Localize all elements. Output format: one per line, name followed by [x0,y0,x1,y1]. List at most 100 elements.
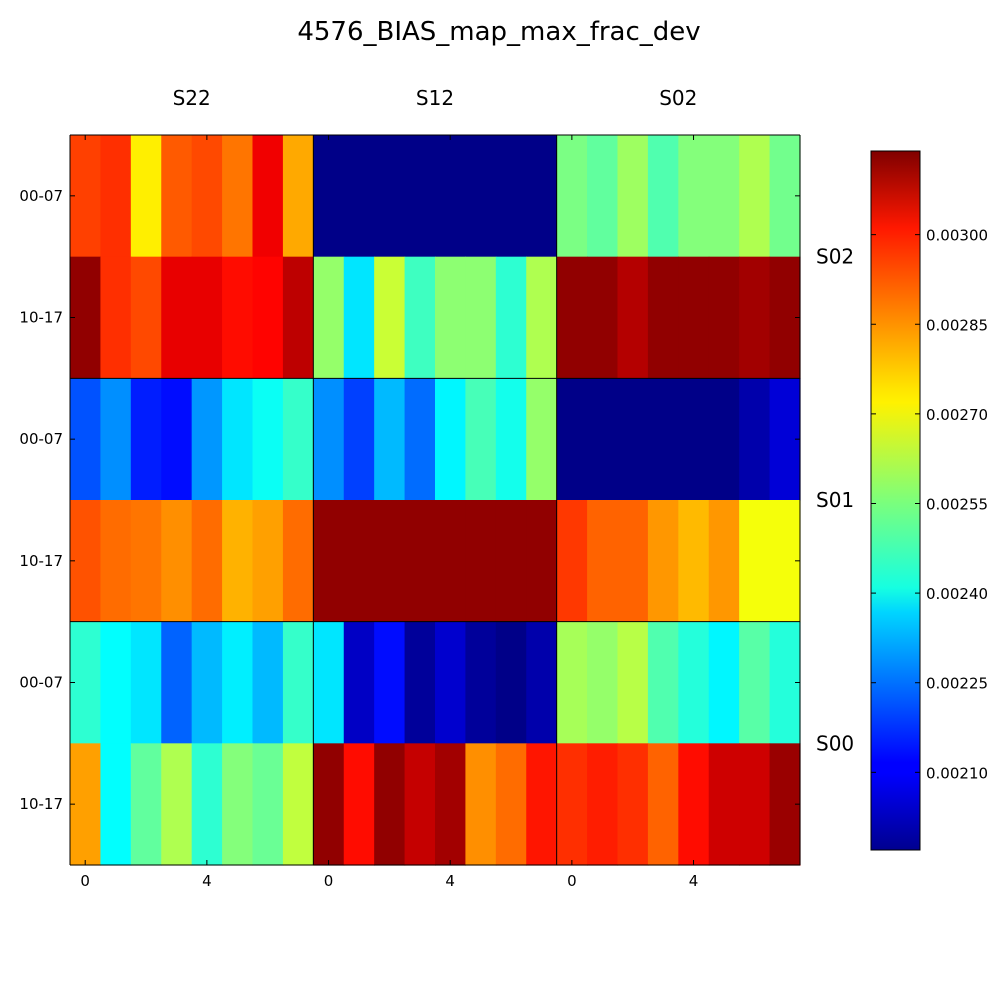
heatmap-cell [647,743,679,866]
column-label-s02: S02 [659,86,697,110]
heatmap-cell [465,500,497,623]
colorbar-gradient [870,150,921,851]
heatmap-cell [343,500,375,623]
heatmap-cell [282,256,314,379]
heatmap-cell [100,621,132,744]
heatmap-cell [404,500,436,623]
heatmap-cell [465,743,497,866]
heatmap-cell [130,256,162,379]
heatmap-cell [70,743,102,866]
heatmap-cell [130,500,162,623]
heatmap-cell [526,378,558,501]
heatmap-cell [404,256,436,379]
heatmap-cell [647,135,679,258]
heatmap-cell [252,743,284,866]
heatmap-cell [100,256,132,379]
heatmap-cell [252,256,284,379]
heatmap-cell [556,500,588,623]
heatmap-cell [617,256,649,379]
column-label-s12: S12 [416,86,454,110]
heatmap-cell [70,500,102,623]
heatmap-cell [374,500,406,623]
heatmap-cell [495,135,527,258]
heatmap-cell [191,378,223,501]
heatmap-cell [343,743,375,866]
heatmap-cell [313,135,345,258]
heatmap-cell [587,378,619,501]
heatmap-cell [617,378,649,501]
heatmap-cell [374,256,406,379]
heatmap-cell [191,743,223,866]
heatmap-cell [678,135,710,258]
heatmap-cell [222,500,254,623]
heatmap-cell [404,743,436,866]
heatmap-cell [161,500,193,623]
heatmap-cell [100,743,132,866]
heatmap-cell [617,135,649,258]
heatmap-cell [374,135,406,258]
y-tick-label: 10-17 [19,308,63,326]
heatmap-cell [708,621,740,744]
heatmap-cell [526,621,558,744]
heatmap-cell [739,621,771,744]
x-tick-label: 0 [80,872,90,890]
heatmap-cell [70,256,102,379]
heatmap-cell [130,743,162,866]
column-labels: S22 S12 S02 [173,86,698,110]
colorbar-tick-label: 0.00285 [926,316,988,334]
heatmap-cell [343,621,375,744]
x-tick-label: 0 [324,872,334,890]
heatmap-cell [678,378,710,501]
heatmap-cell [678,256,710,379]
heatmap-cell [678,500,710,623]
heatmap-cell [465,621,497,744]
heatmap-cell [647,378,679,501]
heatmap-cell [343,135,375,258]
y-tick-label: 10-17 [19,552,63,570]
colorbar-tick-label: 0.00210 [926,764,988,782]
x-tick-label: 4 [445,872,455,890]
heatmap-cell [100,378,132,501]
x-tick-label: 4 [202,872,212,890]
heatmap-cell [130,378,162,501]
x-tick-label: 0 [567,872,577,890]
row-label-s02: S02 [816,245,854,269]
heatmap-cell [404,135,436,258]
heatmap-cell [617,743,649,866]
y-tick-label: 10-17 [19,795,63,813]
heatmap-cell [739,256,771,379]
heatmap-cell [100,500,132,623]
heatmap-cell [495,256,527,379]
heatmap-cell [587,621,619,744]
heatmap-cell [556,743,588,866]
heatmap-cell [222,135,254,258]
heatmap-cell [252,378,284,501]
heatmap-cell [647,621,679,744]
heatmap-cell [617,500,649,623]
heatmap-cell [435,743,467,866]
heatmap-cell [70,378,102,501]
heatmap-cell [708,135,740,258]
heatmap-cell [252,135,284,258]
heatmap-cell [435,256,467,379]
column-label-s22: S22 [173,86,211,110]
row-label-s01: S01 [816,488,854,512]
heatmap-cell [739,135,771,258]
heatmap-cell [526,743,558,866]
heatmap-cell [282,378,314,501]
heatmap-cell [556,378,588,501]
heatmap-cell [435,621,467,744]
heatmap-cell [222,378,254,501]
axis-ticks: 00-07 10-17 00-07 10-17 00-07 10-17 0 4 0 4 0 4 [19,135,800,890]
heatmap-cell [191,256,223,379]
heatmap-cell [495,500,527,623]
heatmap-cell [587,743,619,866]
heatmap-cell [222,743,254,866]
heatmap-cell [556,621,588,744]
heatmap-cell [374,378,406,501]
panel-borders [69,134,801,866]
heatmap-cell [130,621,162,744]
y-tick-label: 00-07 [19,430,63,448]
colorbar-tick-label: 0.00225 [926,675,988,693]
